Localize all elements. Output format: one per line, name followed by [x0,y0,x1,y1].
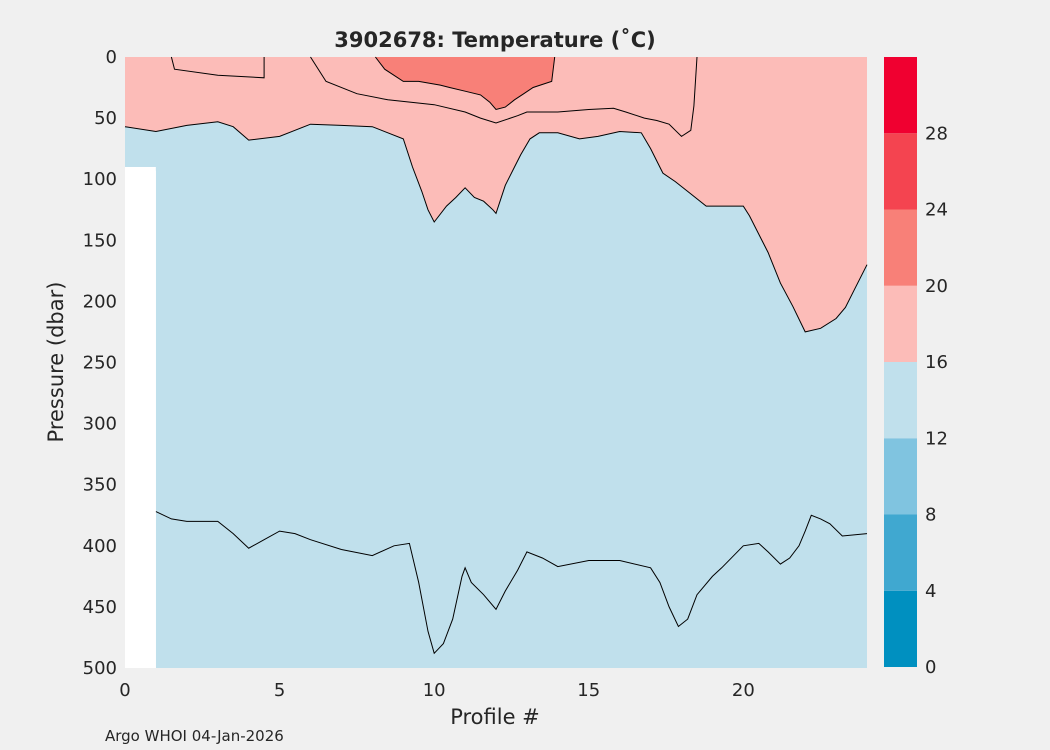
colorbar-tick-label: 20 [925,276,948,297]
contour-line-16-2 [155,511,868,655]
contour-line-16-0 [124,121,868,333]
y-axis-ticks: 0 50 100 150 200 250 300 350 400 450 500 [83,47,117,679]
y-tick-label: 50 [94,108,117,129]
band-16-20-fill [125,57,867,332]
x-axis-ticks: 0 5 10 15 20 [119,680,755,701]
x-tick-label: 10 [423,680,446,701]
contour-line-20-1 [375,56,556,111]
y-tick-label: 400 [83,536,117,557]
colorbar-tick-label: 8 [925,505,936,526]
colorbar-tick-label: 4 [925,581,936,602]
colorbar-band-28-32 [884,57,917,134]
colorbar-band-8-12 [884,438,917,515]
colorbar-tick-label: 12 [925,428,948,449]
colorbar-band-16-20 [884,285,917,362]
y-tick-label: 0 [106,47,117,68]
y-tick-label: 100 [83,169,117,190]
y-tick-label: 250 [83,353,117,374]
y-axis-label: Pressure (dbar) [44,282,68,443]
plot-area [124,56,868,669]
footer-credit: Argo WHOI 04-Jan-2026 [105,727,284,745]
colorbar-band-0-4 [884,590,917,667]
y-tick-label: 200 [83,291,117,312]
contour-line-16-4 [310,56,698,138]
no-data-region [125,170,156,668]
colorbar-band-20-24 [884,209,917,286]
colorbar-tick-label: 0 [925,657,936,678]
colorbar-band-4-8 [884,514,917,591]
chart-title: 3902678: Temperature (˚C) [334,28,655,52]
colorbar-tick-label: 16 [925,352,948,373]
colorbar: 0 4 8 12 16 20 24 28 [884,57,948,678]
y-tick-label: 300 [83,414,117,435]
x-tick-label: 15 [577,680,600,701]
y-tick-label: 150 [83,230,117,251]
contour-line-16-3 [170,56,265,79]
colorbar-tick-label: 28 [925,123,948,144]
x-tick-label: 5 [274,680,285,701]
colorbar-band-12-16 [884,362,917,439]
band-20-24-fill [375,57,555,110]
colorbar-band-24-28 [884,133,917,210]
colorbar-tick-label: 24 [925,200,948,221]
x-axis-label: Profile # [450,705,540,729]
contour-fills [125,57,867,669]
y-tick-label: 450 [83,597,117,618]
band-12-16-base [155,166,867,669]
y-tick-label: 350 [83,475,117,496]
y-tick-label: 500 [83,658,117,679]
x-tick-label: 20 [732,680,755,701]
x-tick-label: 0 [119,680,130,701]
contour-lines [124,56,868,655]
